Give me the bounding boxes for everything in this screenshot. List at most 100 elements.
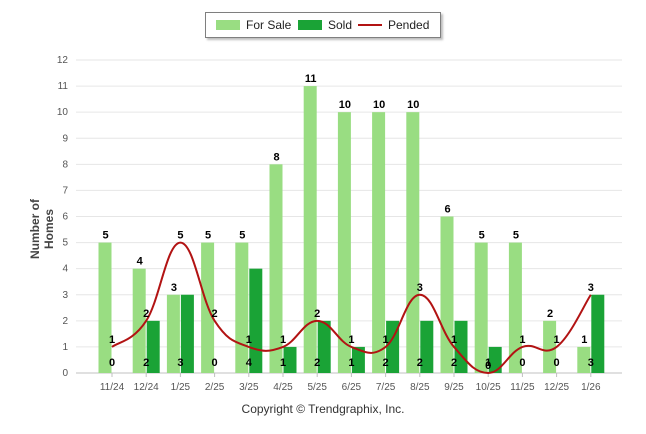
x-tick-label: 1/25 (171, 382, 191, 393)
data-label-for-sale: 6 (444, 204, 450, 216)
data-label-for-sale: 4 (137, 256, 144, 268)
y-tick-label: 4 (62, 264, 68, 275)
x-tick-label: 8/25 (410, 382, 430, 393)
y-tick-label: 5 (62, 238, 68, 249)
bar-sold (488, 346, 502, 373)
bar-sold (420, 320, 434, 373)
data-label-pended: 2 (143, 308, 149, 320)
data-label-pended: 2 (212, 308, 218, 320)
data-label-for-sale: 8 (273, 151, 279, 163)
bar-sold (351, 346, 365, 373)
data-label-for-sale: 1 (581, 334, 587, 346)
x-tick-label: 7/25 (376, 382, 396, 393)
data-label-pended: 5 (177, 230, 183, 242)
bar-for-sale (508, 242, 522, 373)
data-label-sold: 2 (417, 357, 423, 369)
bar-for-sale (474, 242, 488, 373)
legend-label-for-sale: For Sale (246, 18, 292, 32)
pended-line (111, 241, 592, 375)
chart-legend: For Sale Sold Pended (205, 12, 441, 38)
y-tick-label: 2 (62, 316, 68, 327)
data-label-sold: 0 (212, 357, 218, 369)
y-tick-label: 3 (62, 290, 68, 301)
bar-for-sale (372, 112, 386, 374)
pended-swatch (358, 24, 382, 26)
bar-for-sale (98, 242, 112, 373)
data-label-pended: 1 (280, 334, 286, 346)
x-tick-label: 12/24 (134, 382, 159, 393)
data-label-pended: 3 (588, 282, 594, 294)
legend-label-pended: Pended (388, 18, 430, 32)
y-tick-label: 10 (57, 107, 69, 118)
data-label-sold: 2 (314, 357, 320, 369)
data-label-sold: 0 (519, 357, 525, 369)
bar-sold (180, 294, 194, 373)
data-label-pended: 0 (485, 360, 491, 372)
data-label-pended: 1 (554, 334, 560, 346)
x-tick-label: 5/25 (307, 382, 327, 393)
x-tick-label: 2/25 (205, 382, 225, 393)
copyright-text: Copyright © Trendgraphix, Inc. (241, 402, 405, 416)
data-label-pended: 1 (451, 334, 457, 346)
data-label-sold: 1 (485, 357, 491, 369)
data-label-for-sale: 10 (373, 99, 385, 111)
legend-label-sold: Sold (328, 18, 353, 32)
data-label-pended: 1 (246, 334, 252, 346)
data-label-for-sale: 5 (205, 230, 211, 242)
bar-sold (249, 268, 263, 373)
bar-for-sale (166, 294, 180, 373)
bar-for-sale (406, 112, 420, 374)
y-tick-label: 8 (62, 159, 68, 170)
data-label-pended: 2 (314, 308, 320, 320)
bar-for-sale (337, 112, 351, 374)
data-label-sold: 3 (177, 357, 183, 369)
bar-for-sale (577, 346, 591, 373)
data-label-pended: 1 (109, 334, 115, 346)
y-tick-label: 6 (62, 212, 68, 223)
x-tick-label: 11/25 (510, 382, 535, 393)
data-label-sold: 2 (383, 357, 389, 369)
bar-sold (283, 346, 297, 373)
legend-item-for-sale[interactable]: For Sale (216, 18, 291, 32)
data-label-sold: 1 (280, 357, 286, 369)
sold-swatch (298, 20, 322, 30)
bar-for-sale (303, 86, 317, 373)
bar-for-sale (269, 164, 283, 373)
for-sale-swatch (216, 20, 240, 30)
data-label-for-sale: 5 (102, 230, 108, 242)
x-tick-label: 10/25 (476, 382, 501, 393)
data-label-sold: 2 (451, 357, 457, 369)
data-label-sold: 2 (143, 357, 149, 369)
bar-sold (317, 320, 331, 373)
legend-item-sold[interactable]: Sold (298, 18, 352, 32)
bar-for-sale (440, 216, 454, 373)
x-tick-label: 4/25 (273, 382, 293, 393)
bar-for-sale (235, 242, 249, 373)
bar-sold (146, 320, 160, 373)
x-tick-label: 11/24 (100, 382, 125, 393)
data-label-pended: 3 (417, 282, 423, 294)
legend-item-pended[interactable]: Pended (358, 18, 429, 32)
data-label-sold: 1 (348, 357, 354, 369)
data-label-for-sale: 10 (407, 99, 419, 111)
y-tick-label: 12 (57, 55, 69, 66)
data-label-pended: 1 (519, 334, 525, 346)
data-label-for-sale: 11 (305, 73, 317, 85)
x-tick-label: 9/25 (444, 382, 464, 393)
bar-for-sale (543, 320, 557, 373)
data-label-sold: 4 (246, 357, 253, 369)
data-label-sold: 0 (109, 357, 115, 369)
x-tick-label: 1/26 (581, 382, 601, 393)
data-label-for-sale: 5 (479, 230, 485, 242)
data-label-pended: 1 (348, 334, 354, 346)
data-label-pended: 1 (383, 334, 389, 346)
data-label-for-sale: 5 (239, 230, 245, 242)
y-tick-label: 7 (62, 185, 68, 196)
data-label-for-sale: 5 (513, 230, 519, 242)
y-tick-label: 1 (62, 342, 68, 353)
data-label-for-sale: 2 (547, 308, 553, 320)
data-label-sold: 3 (588, 357, 594, 369)
data-label-sold: 0 (554, 357, 560, 369)
